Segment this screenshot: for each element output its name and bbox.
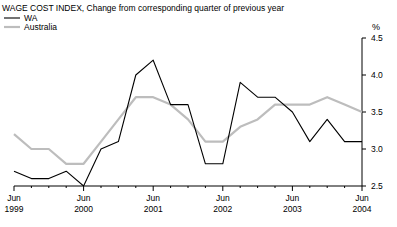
x-minor-tick <box>275 186 276 188</box>
x-minor-tick <box>66 186 67 188</box>
x-tick <box>14 186 15 191</box>
x-minor-tick <box>101 186 102 188</box>
y-tick-label: 2.5 <box>371 181 383 191</box>
x-minor-tick <box>170 186 171 188</box>
x-minor-tick <box>205 186 206 188</box>
y-axis-label: % <box>372 22 380 32</box>
x-tick <box>153 186 154 191</box>
x-tick <box>83 186 84 191</box>
chart: WAGE COST INDEX, Change from correspondi… <box>0 0 397 227</box>
y-tick-label: 3.0 <box>371 144 383 154</box>
x-tick-label: Jun1999 <box>5 193 24 214</box>
x-tick-label: Jun2002 <box>213 193 232 214</box>
x-minor-tick <box>31 186 32 188</box>
title: WAGE COST INDEX, Change from correspondi… <box>2 3 284 13</box>
legend-swatch <box>4 17 20 18</box>
x-tick <box>362 186 363 191</box>
x-tick-label: Jun2004 <box>353 193 372 214</box>
x-minor-tick <box>188 186 189 188</box>
plot-area <box>14 60 362 186</box>
x-minor-tick <box>327 186 328 188</box>
x-minor-tick <box>344 186 345 188</box>
y-tick-label: 4.0 <box>371 70 383 80</box>
x-tick-label: Jun2001 <box>144 193 163 214</box>
legend-label: Australia <box>24 22 57 32</box>
x-tick-label: Jun2000 <box>74 193 93 214</box>
legend-swatch <box>4 26 20 28</box>
x-tick-label: Jun2003 <box>283 193 302 214</box>
y-tick <box>362 186 366 187</box>
x-minor-tick <box>309 186 310 188</box>
y-tick-label: 4.5 <box>371 33 383 43</box>
y-tick <box>362 38 366 39</box>
x-tick <box>222 186 223 191</box>
x-minor-tick <box>48 186 49 188</box>
x-tick <box>292 186 293 191</box>
y-tick <box>362 75 366 76</box>
y-tick <box>362 112 366 113</box>
x-minor-tick <box>118 186 119 188</box>
y-tick-label: 3.5 <box>371 107 383 117</box>
series-line <box>14 60 362 186</box>
series-line <box>14 97 362 164</box>
x-minor-tick <box>135 186 136 188</box>
x-minor-tick <box>257 186 258 188</box>
y-tick <box>362 149 366 150</box>
x-minor-tick <box>240 186 241 188</box>
